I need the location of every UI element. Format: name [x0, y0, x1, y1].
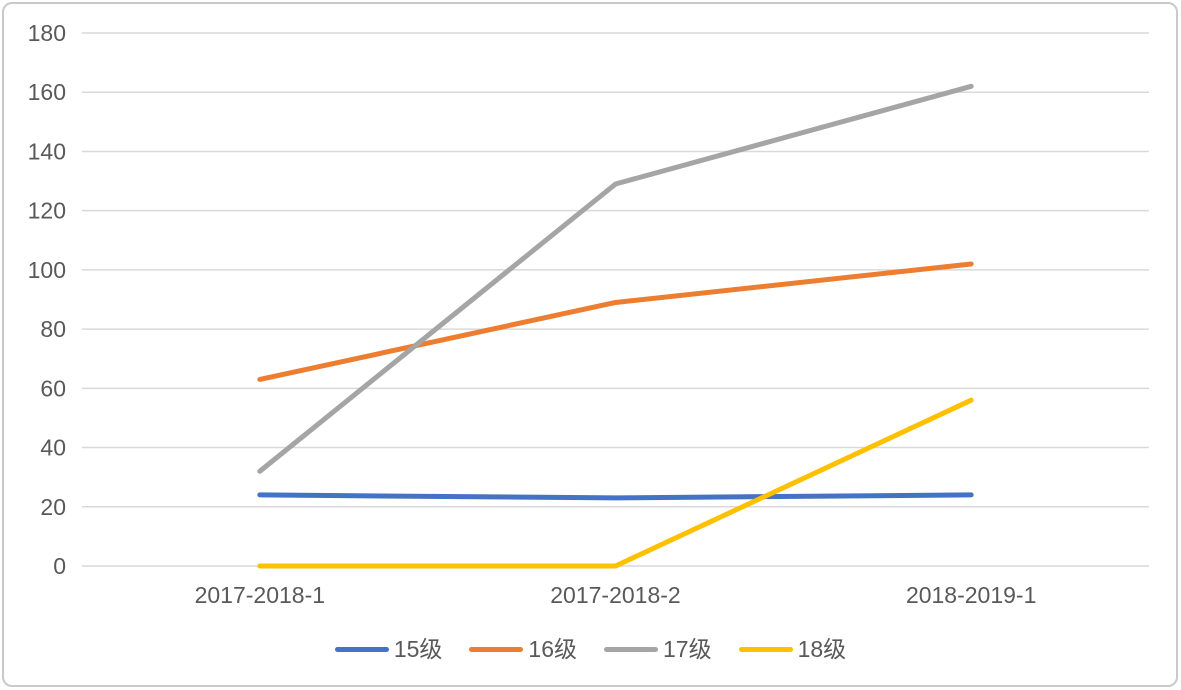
series-line-2: [257, 83, 974, 474]
legend-item-0: 15级: [334, 635, 443, 662]
legend-swatch-icon: [604, 646, 658, 652]
series-line-1: [257, 261, 974, 382]
legend-swatch-icon: [334, 646, 389, 652]
y-tick-label: 80: [40, 316, 66, 342]
series-line-0: [257, 492, 974, 501]
y-tick-label: 60: [40, 375, 66, 401]
series-lines-group: [257, 83, 974, 569]
y-tick-label: 0: [53, 553, 66, 579]
y-tick-label: 160: [28, 79, 66, 105]
legend-label: 17级: [663, 635, 712, 662]
x-category-label: 2017-2018-1: [195, 582, 325, 608]
y-tick-label: 20: [40, 494, 66, 520]
legend-label: 16级: [528, 635, 577, 662]
legend-item-2: 17级: [604, 635, 712, 662]
y-axis-labels-group: 0 20 40 60 80 100 120 140 160 180: [28, 20, 66, 579]
y-tick-label: 40: [40, 435, 66, 461]
legend-item-3: 18级: [738, 635, 847, 662]
legend-label: 15级: [393, 635, 443, 662]
x-category-label: 2017-2018-2: [550, 582, 680, 608]
x-category-label: 2018-2019-1: [906, 582, 1036, 608]
legend-swatch-icon: [469, 646, 524, 652]
y-tick-label: 100: [28, 257, 66, 283]
y-tick-label: 180: [28, 20, 66, 46]
x-axis-labels-group: 2017-2018-1 2017-2018-2 2018-2019-1: [195, 582, 1037, 608]
y-tick-label: 120: [28, 198, 66, 224]
y-tick-label: 140: [28, 138, 66, 164]
legend-item-1: 16级: [469, 635, 577, 662]
series-line-3: [257, 397, 974, 569]
legend-swatch-icon: [738, 646, 793, 652]
gridlines-group: [82, 32, 1149, 567]
legend-label: 18级: [797, 635, 847, 662]
chart-legend: 15级 16级 17级 18级: [0, 632, 1181, 666]
